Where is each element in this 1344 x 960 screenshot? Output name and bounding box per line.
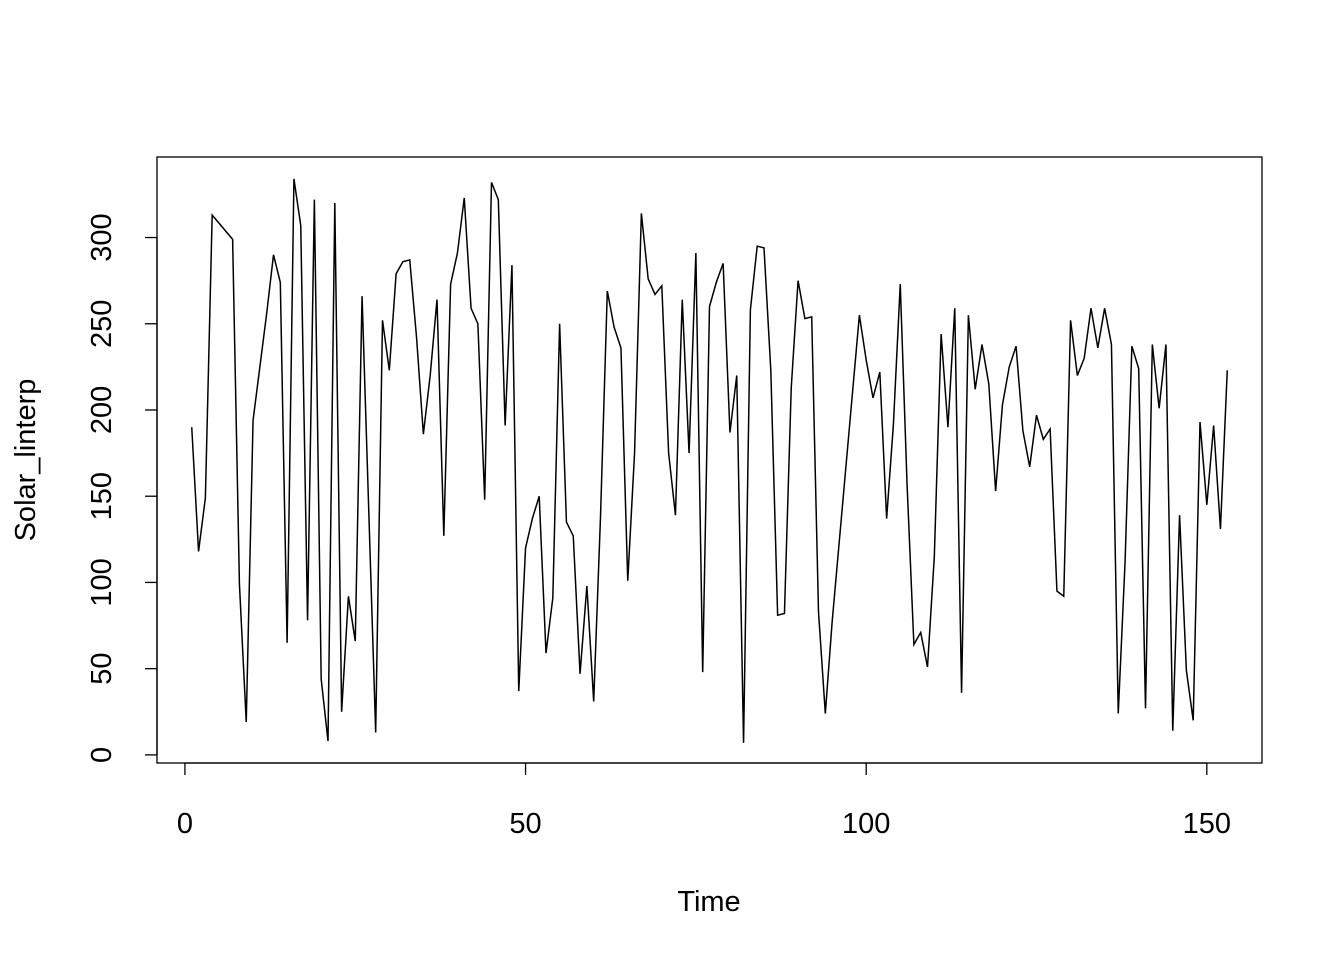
y-tick-label: 0 [86,747,118,763]
y-tick-label: 100 [86,558,118,606]
y-tick-label: 200 [86,386,118,434]
x-tick-label: 0 [177,808,193,840]
x-tick-label: 50 [509,808,541,840]
x-tick-label: 150 [1183,808,1231,840]
y-tick-label: 250 [86,300,118,348]
y-tick-label: 150 [86,472,118,520]
series-line [190,178,1229,743]
y-tick-label: 50 [86,653,118,685]
plot-box [156,156,1263,764]
x-axis-label: Time [677,886,740,918]
x-tick-label: 100 [842,808,890,840]
y-tick-label: 300 [86,213,118,261]
x-axis: 0 50 100 150 [177,762,1231,840]
y-axis-label: Solar_linterp [10,379,42,542]
y-axis: 0 50 100 150 200 250 300 [86,213,158,763]
